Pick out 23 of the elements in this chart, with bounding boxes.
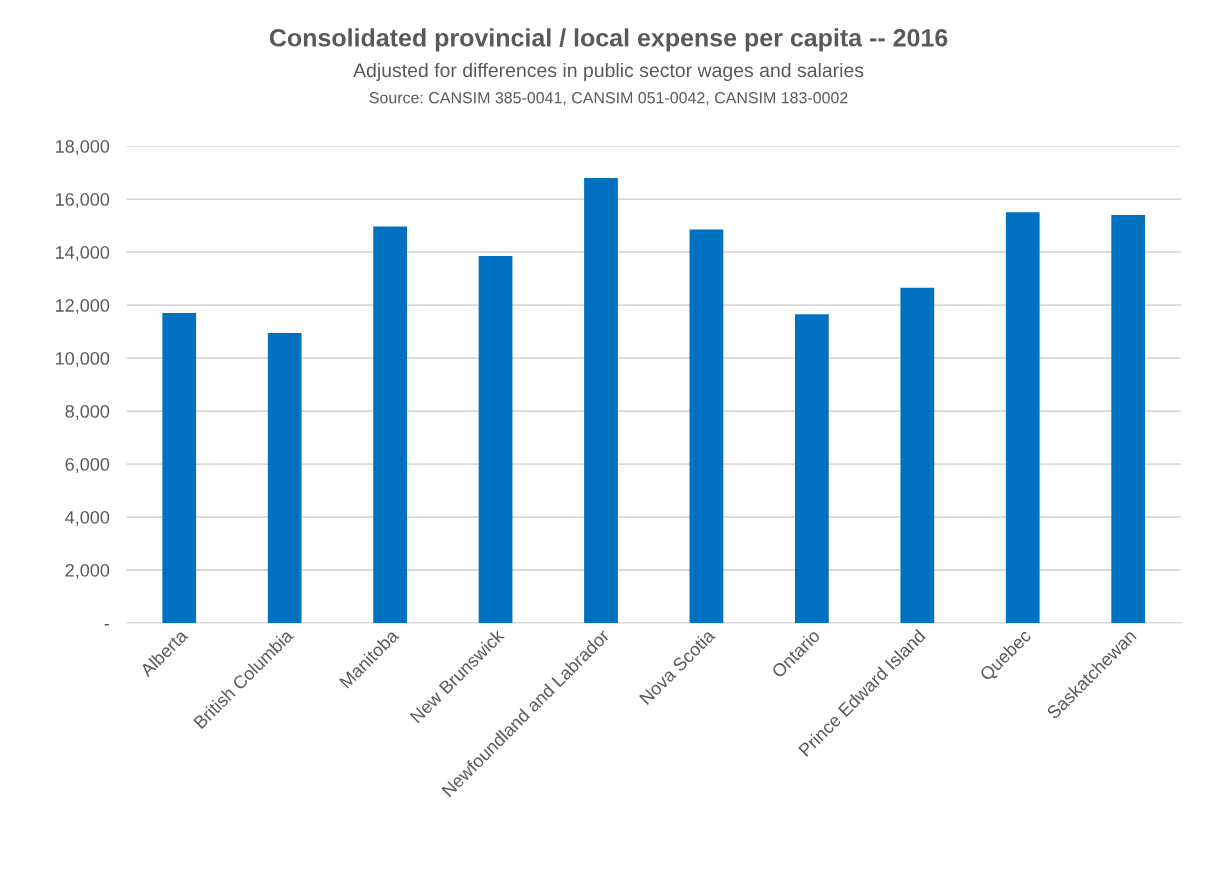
bar bbox=[900, 287, 935, 623]
chart-title: Consolidated provincial / local expense per capita -- 2016 bbox=[269, 28, 948, 52]
bar bbox=[478, 256, 513, 623]
bar bbox=[162, 313, 197, 623]
bar bbox=[267, 332, 302, 623]
y-tick-label: 6,000 bbox=[65, 457, 110, 473]
bar bbox=[373, 226, 407, 623]
y-tick-label: 4,000 bbox=[65, 510, 110, 526]
y-tick-label: - bbox=[104, 624, 110, 626]
y-tick-label: 2,000 bbox=[65, 563, 110, 579]
y-tick-label: 14,000 bbox=[56, 246, 110, 261]
bar bbox=[689, 229, 724, 623]
chart-subtitle: Adjusted for differences in public sector wages and salaries bbox=[353, 62, 864, 82]
y-tick-label: 18,000 bbox=[56, 140, 110, 155]
bar bbox=[584, 177, 618, 623]
bar bbox=[795, 314, 829, 623]
y-tick-label: 16,000 bbox=[56, 193, 110, 208]
y-tick-label: 8,000 bbox=[65, 404, 110, 420]
bar bbox=[1005, 212, 1040, 623]
y-tick-label: 10,000 bbox=[56, 352, 110, 367]
y-tick-label: 12,000 bbox=[56, 299, 110, 314]
bar bbox=[1111, 215, 1146, 623]
source-note: Source: CANSIM 385-0041, CANSIM 051-0042, CANSIM 183-0002 bbox=[369, 92, 848, 106]
